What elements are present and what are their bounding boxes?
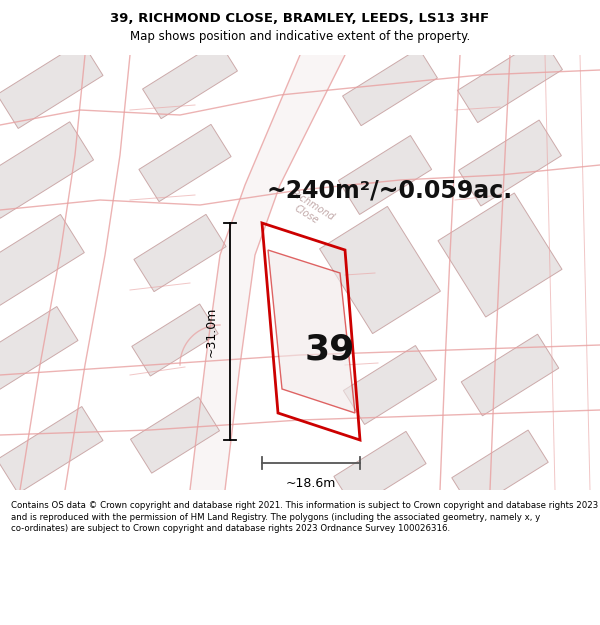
Text: 39: 39 [305,333,355,367]
Text: Map shows position and indicative extent of the property.: Map shows position and indicative extent… [130,30,470,43]
Polygon shape [0,122,94,218]
Polygon shape [452,430,548,510]
Polygon shape [143,41,238,119]
Polygon shape [458,38,562,122]
Polygon shape [130,397,220,473]
Text: ~240m²/~0.059ac.: ~240m²/~0.059ac. [267,178,513,202]
Polygon shape [438,193,562,317]
Polygon shape [0,41,103,129]
Text: ~31.0m: ~31.0m [205,306,218,357]
Polygon shape [343,346,437,424]
Text: Richmond
Close: Richmond Close [284,188,337,232]
Polygon shape [0,306,78,394]
Text: 39, RICHMOND CLOSE, BRAMLEY, LEEDS, LS13 3HF: 39, RICHMOND CLOSE, BRAMLEY, LEEDS, LS13… [110,12,490,25]
Text: ~18.6m: ~18.6m [286,477,336,490]
Polygon shape [132,304,218,376]
Polygon shape [458,120,562,206]
Polygon shape [190,55,345,490]
Polygon shape [334,431,426,509]
Polygon shape [320,206,440,334]
Polygon shape [338,136,431,214]
Polygon shape [268,250,355,413]
Polygon shape [461,334,559,416]
Text: Contains OS data © Crown copyright and database right 2021. This information is : Contains OS data © Crown copyright and d… [11,501,598,533]
Polygon shape [0,214,85,306]
Polygon shape [0,406,103,494]
Polygon shape [139,124,231,202]
Polygon shape [134,214,226,292]
Polygon shape [343,48,437,126]
